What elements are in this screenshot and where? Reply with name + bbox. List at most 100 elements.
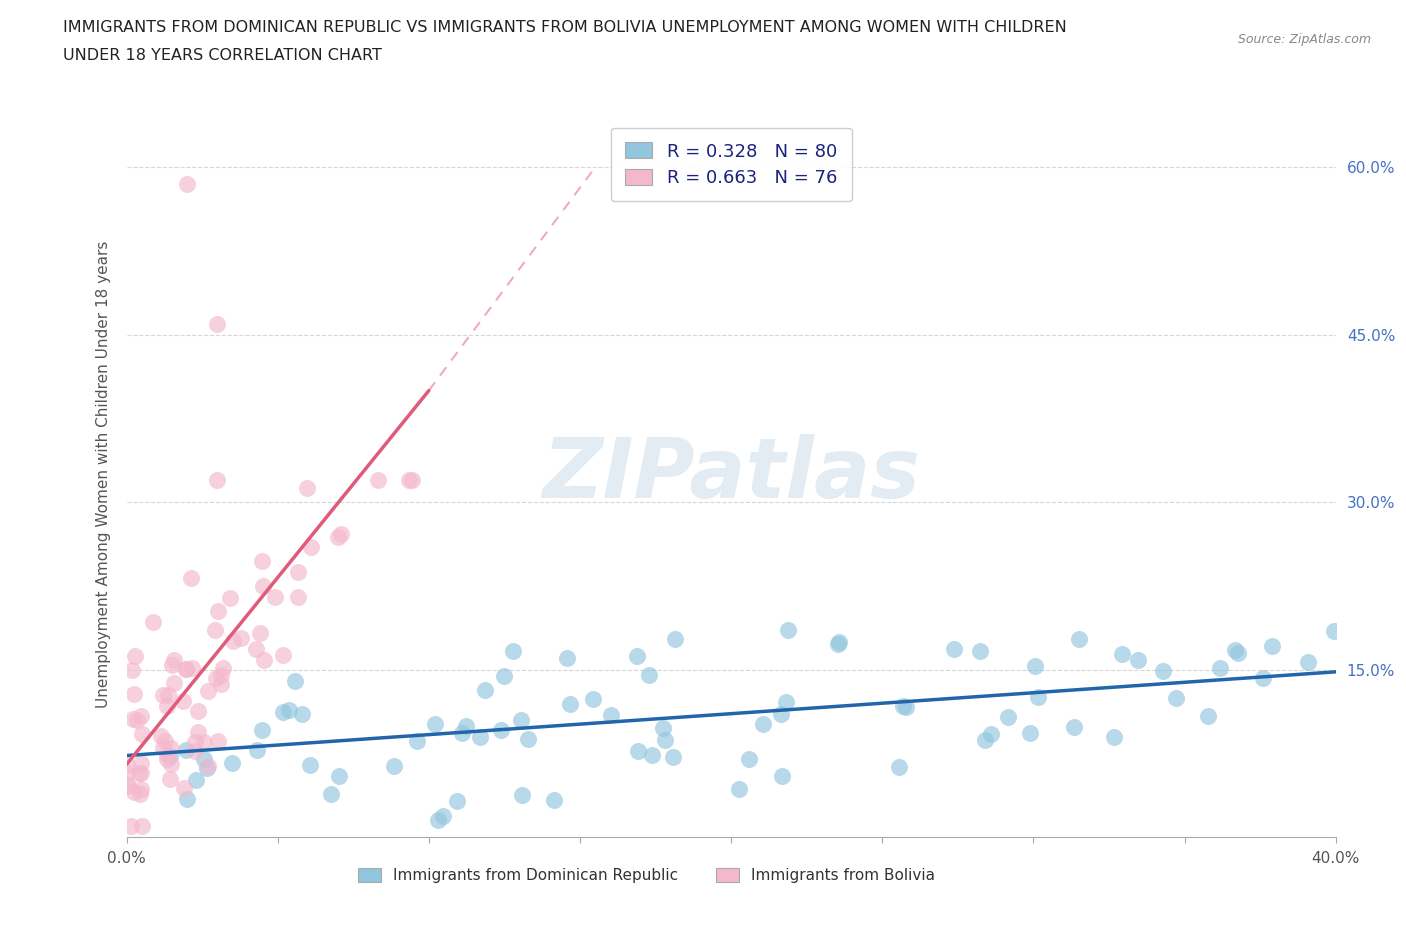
Point xyxy=(205,671,228,685)
Point xyxy=(249,626,271,641)
Point xyxy=(155,733,177,748)
Point xyxy=(184,734,207,749)
Point xyxy=(1018,725,1040,740)
Point xyxy=(1209,660,1232,675)
Point xyxy=(231,631,253,645)
Point xyxy=(738,751,761,766)
Point xyxy=(180,660,202,675)
Point xyxy=(271,647,294,662)
Point xyxy=(287,590,309,604)
Point xyxy=(894,699,917,714)
Point xyxy=(122,785,145,800)
Point xyxy=(152,688,174,703)
Point xyxy=(159,749,181,764)
Point xyxy=(131,766,153,781)
Point xyxy=(129,781,152,796)
Point xyxy=(637,667,659,682)
Point xyxy=(252,723,274,737)
Point xyxy=(209,667,232,682)
Point xyxy=(193,751,215,766)
Point xyxy=(128,765,150,780)
Point xyxy=(427,813,450,828)
Point xyxy=(489,723,512,737)
Point xyxy=(456,718,478,733)
Point xyxy=(115,765,138,780)
Point xyxy=(115,777,138,791)
Point xyxy=(776,622,799,637)
Point xyxy=(510,788,533,803)
Point xyxy=(330,526,353,541)
Point xyxy=(654,733,676,748)
Point xyxy=(450,726,472,741)
Point xyxy=(176,177,198,192)
Point xyxy=(543,792,565,807)
Point xyxy=(432,808,454,823)
Text: ZIPatlas: ZIPatlas xyxy=(543,433,920,515)
Point xyxy=(942,642,965,657)
Point xyxy=(174,743,197,758)
Point xyxy=(827,636,849,651)
Point xyxy=(328,529,350,544)
Point xyxy=(641,748,664,763)
Point xyxy=(769,707,792,722)
Point xyxy=(187,704,209,719)
Point xyxy=(156,748,179,763)
Point xyxy=(1111,646,1133,661)
Point xyxy=(751,716,773,731)
Point xyxy=(770,769,793,784)
Point xyxy=(271,705,294,720)
Point xyxy=(1102,730,1125,745)
Point xyxy=(582,692,605,707)
Point xyxy=(172,694,194,709)
Text: IMMIGRANTS FROM DOMINICAN REPUBLIC VS IMMIGRANTS FROM BOLIVIA UNEMPLOYMENT AMONG: IMMIGRANTS FROM DOMINICAN REPUBLIC VS IM… xyxy=(63,20,1067,35)
Point xyxy=(555,650,578,665)
Point xyxy=(207,734,229,749)
Point xyxy=(1251,671,1274,685)
Point xyxy=(651,720,673,735)
Point xyxy=(157,687,180,702)
Point xyxy=(222,633,245,648)
Point xyxy=(474,683,496,698)
Point xyxy=(122,686,145,701)
Y-axis label: Unemployment Among Women with Children Under 18 years: Unemployment Among Women with Children U… xyxy=(96,241,111,708)
Point xyxy=(494,669,516,684)
Point xyxy=(626,744,648,759)
Point xyxy=(204,622,226,637)
Point xyxy=(187,724,209,739)
Point xyxy=(516,732,538,747)
Point xyxy=(156,751,179,766)
Point xyxy=(1164,690,1187,705)
Point xyxy=(278,703,301,718)
Point xyxy=(174,661,197,676)
Point xyxy=(997,710,1019,724)
Point xyxy=(125,712,148,727)
Point xyxy=(209,677,232,692)
Point xyxy=(1152,663,1174,678)
Point xyxy=(398,472,420,487)
Point xyxy=(367,472,389,487)
Point xyxy=(173,780,195,795)
Point xyxy=(163,653,186,668)
Point xyxy=(193,735,215,750)
Point xyxy=(297,480,319,495)
Point xyxy=(159,740,181,755)
Legend: Immigrants from Dominican Republic, Immigrants from Bolivia: Immigrants from Dominican Republic, Immi… xyxy=(350,860,943,891)
Point xyxy=(664,631,686,646)
Text: UNDER 18 YEARS CORRELATION CHART: UNDER 18 YEARS CORRELATION CHART xyxy=(63,48,382,63)
Point xyxy=(131,726,153,741)
Point xyxy=(245,742,267,757)
Point xyxy=(180,571,202,586)
Point xyxy=(1296,654,1319,669)
Point xyxy=(1063,720,1085,735)
Point xyxy=(887,760,910,775)
Point xyxy=(131,818,153,833)
Point xyxy=(117,758,139,773)
Point xyxy=(423,716,446,731)
Point xyxy=(1261,639,1284,654)
Point xyxy=(284,673,307,688)
Point xyxy=(980,726,1002,741)
Point xyxy=(401,472,423,487)
Point xyxy=(502,644,524,659)
Point xyxy=(1226,645,1249,660)
Point xyxy=(662,750,685,764)
